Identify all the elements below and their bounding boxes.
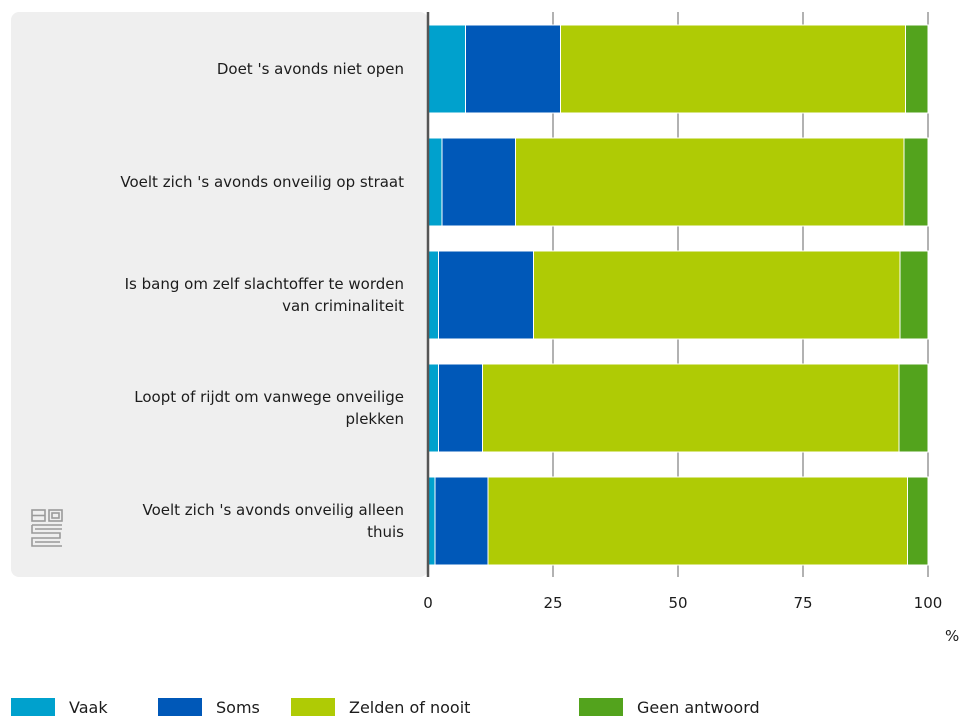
category-label-line: Is bang om zelf slachtoffer te worden <box>124 275 404 293</box>
bar-segment <box>434 476 489 566</box>
bar-segment <box>560 24 906 114</box>
category-label-line: Loopt of rijdt om vanwege onveilige <box>134 388 404 406</box>
bar-segment <box>482 363 900 453</box>
bar-segment <box>903 137 929 227</box>
bar-segment <box>441 137 516 227</box>
category-label: Is bang om zelf slachtoffer te worden van… <box>74 273 404 317</box>
legend-label: Soms <box>216 697 260 717</box>
bar-segment <box>907 476 929 566</box>
legend-item: Vaak <box>11 697 108 717</box>
category-label-line: Doet 's avonds niet open <box>216 60 404 78</box>
category-label: Loopt of rijdt om vanwege onveilige plekk… <box>74 386 404 430</box>
bar-segment <box>438 250 534 340</box>
legend-item: Geen antwoord <box>579 697 760 717</box>
legend-label: Geen antwoord <box>637 697 760 717</box>
bar-segment <box>427 250 439 340</box>
category-label-line: van criminaliteit <box>282 297 404 315</box>
category-label-line: Voelt zich 's avonds onveilig op straat <box>120 173 404 191</box>
legend-item: Soms <box>158 697 260 717</box>
x-tick-label: 0 <box>423 594 433 612</box>
category-label-line: plekken <box>345 410 405 428</box>
category-label: Doet 's avonds niet open <box>74 58 404 80</box>
legend-label: Zelden of nooit <box>349 697 471 717</box>
bar-segment <box>899 250 929 340</box>
bar-segment <box>515 137 905 227</box>
legend-swatch <box>11 698 55 716</box>
legend-swatch <box>158 698 202 716</box>
bar-segment <box>427 363 439 453</box>
legend-label: Vaak <box>69 697 108 717</box>
category-label-line: thuis <box>367 523 404 541</box>
x-tick-label: 25 <box>543 594 563 612</box>
bar-segment <box>533 250 901 340</box>
bar-segment <box>487 476 908 566</box>
category-label-panel <box>11 12 428 577</box>
x-tick-label: 50 <box>668 594 688 612</box>
legend-item: Zelden of nooit <box>291 697 470 717</box>
bar-segment <box>465 24 561 114</box>
category-label: Voelt zich 's avonds onveilig op straat <box>74 171 404 193</box>
x-tick-label: 75 <box>793 594 813 612</box>
bar-segment <box>905 24 929 114</box>
bar-segment <box>438 363 483 453</box>
cbs-logo-icon <box>31 509 63 547</box>
category-label-line: Voelt zich 's avonds onveilig alleen <box>142 501 404 519</box>
legend-swatch <box>291 698 335 716</box>
category-label: Voelt zich 's avonds onveilig alleen thui… <box>74 499 404 543</box>
x-axis-unit: % <box>945 627 960 645</box>
bar-segment <box>898 363 929 453</box>
x-tick-label: 100 <box>913 594 943 612</box>
bar-segment <box>427 24 466 114</box>
legend-swatch <box>579 698 623 716</box>
bar-segment <box>427 137 443 227</box>
